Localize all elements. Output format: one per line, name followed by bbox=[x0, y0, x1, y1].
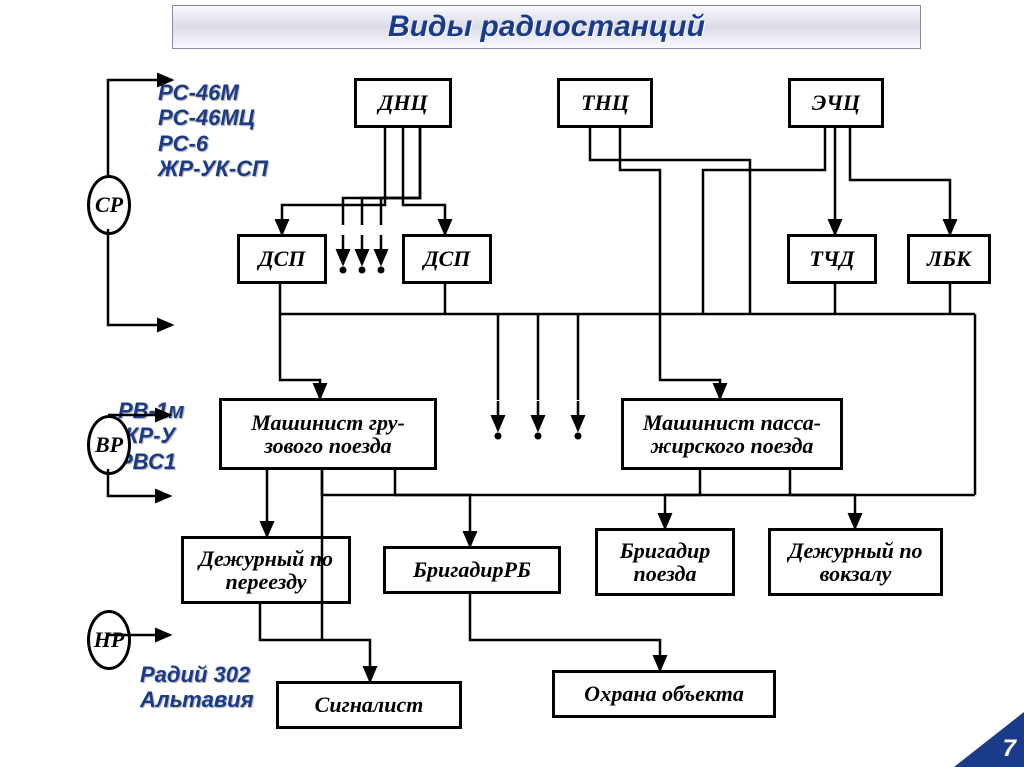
label-line: Радий 302 bbox=[140, 662, 254, 687]
node-label: БригадирРБ bbox=[413, 558, 531, 581]
node-lbk: ЛБК bbox=[907, 234, 991, 284]
node-guard: Охрана объекта bbox=[552, 670, 776, 718]
label-line: РС-46М bbox=[158, 80, 268, 105]
label-line: РС-46МЦ bbox=[158, 105, 268, 130]
label-line: РВ-1м bbox=[118, 398, 184, 423]
node-tnc: ТНЦ bbox=[557, 78, 653, 128]
node-label: ТЧД bbox=[810, 247, 855, 270]
node-machinist-freight: Машинист гру- зового поезда bbox=[219, 398, 437, 470]
oval-vp: ВР bbox=[87, 415, 131, 475]
node-label: ДНЦ bbox=[378, 91, 427, 114]
node-station-duty: Дежурный по вокзалу bbox=[768, 528, 943, 596]
node-label: Бригадир поезда bbox=[620, 539, 710, 585]
oval-label: ВР bbox=[95, 432, 123, 458]
node-label: ДСП bbox=[424, 247, 471, 270]
node-label: Охрана объекта bbox=[584, 682, 744, 705]
label-line: РС-6 bbox=[158, 131, 268, 156]
oval-sp: СР bbox=[87, 175, 131, 235]
node-label: ДСП bbox=[259, 247, 306, 270]
node-label: Машинист гру- зового поезда bbox=[251, 411, 405, 457]
node-dnc: ДНЦ bbox=[354, 78, 452, 128]
node-dsp2: ДСП bbox=[402, 234, 492, 284]
oval-label: СР bbox=[95, 192, 123, 218]
node-label: Дежурный по вокзалу bbox=[788, 539, 922, 585]
node-label: ЛБК bbox=[927, 247, 971, 270]
oval-np: НР bbox=[87, 610, 131, 670]
node-label: ТНЦ bbox=[581, 91, 629, 114]
node-brigadir-rb: БригадирРБ bbox=[383, 546, 561, 594]
oval-label: НР bbox=[94, 627, 125, 653]
node-crossing-duty: Дежурный по переезду bbox=[181, 536, 351, 604]
node-label: Машинист пасса- жирского поезда bbox=[643, 411, 821, 457]
node-dsp1: ДСП bbox=[237, 234, 327, 284]
label-line: ЖР-УК-СП bbox=[158, 156, 268, 181]
np-models-label: Радий 302 Альтавия bbox=[140, 662, 254, 713]
label-line: Альтавия bbox=[140, 687, 254, 712]
node-brigadir-train: Бригадир поезда bbox=[595, 528, 735, 596]
node-label: Дежурный по переезду bbox=[199, 547, 333, 593]
node-ezc: ЭЧЦ bbox=[788, 78, 884, 128]
sp-models-label: РС-46М РС-46МЦ РС-6 ЖР-УК-СП bbox=[158, 80, 268, 181]
node-tchd: ТЧД bbox=[787, 234, 877, 284]
title-bar: Виды радиостанций bbox=[172, 5, 921, 49]
node-label: ЭЧЦ bbox=[812, 91, 860, 114]
page-title: Виды радиостанций bbox=[388, 10, 705, 44]
node-machinist-passenger: Машинист пасса- жирского поезда bbox=[621, 398, 843, 470]
node-signalman: Сигналист bbox=[276, 681, 462, 729]
node-label: Сигналист bbox=[315, 693, 424, 716]
page-number: 7 bbox=[1003, 735, 1016, 763]
